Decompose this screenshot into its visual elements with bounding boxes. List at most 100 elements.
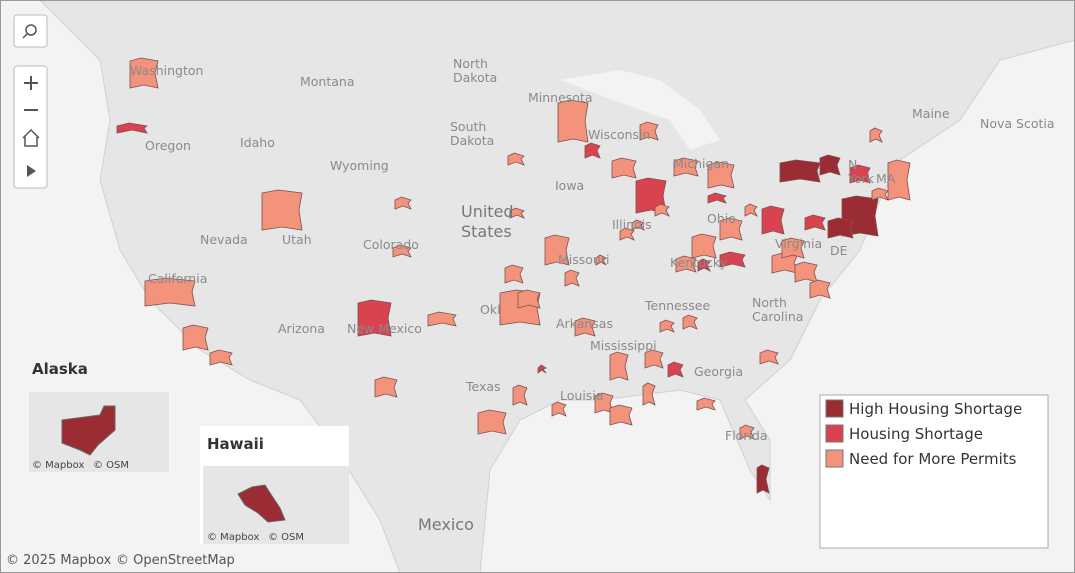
place-label: Idaho [240,135,275,150]
region-permits [869,127,883,143]
inset-title: Hawaii [207,435,264,453]
region-permits [504,264,524,284]
inset-attribution: © Mapbox [32,460,84,471]
region-permits [871,187,889,201]
region-permits [682,314,698,330]
place-label: Washington [130,63,203,78]
region-permits [696,397,716,411]
place-label: Mississippi [590,338,657,353]
place-label: Tennessee [644,298,710,313]
region-shortage [357,299,392,337]
region-permits [654,203,670,217]
inset-attribution: © OSM [268,532,304,543]
region-permits [642,382,656,406]
region-shortage [707,192,727,204]
attribution: © OpenStreetMap [116,553,235,568]
region-permits [691,233,717,259]
region-permits [759,349,779,365]
search-icon [22,33,28,39]
region-permits [564,269,580,287]
region-permits [392,244,412,258]
place-label: Louisia [560,388,603,403]
region-permits [675,255,697,273]
region-permits [707,161,735,189]
region-permits [517,289,541,309]
region-shortage [804,214,826,231]
region-high [819,154,841,176]
place-label: Colorado [363,237,419,252]
place-label: Kentucky [670,255,728,270]
hawaii-inset: Hawaii © Mapbox © OSM [200,426,349,544]
map-controls [13,14,48,189]
place-label: North [453,56,488,71]
search-button[interactable] [13,14,48,48]
region-high [779,159,821,183]
region-permits [631,219,646,231]
region-permits [477,409,507,435]
place-label: Carolina [752,309,803,324]
region-permits [544,234,570,266]
region-permits [794,261,818,283]
legend-label: High Housing Shortage [849,400,1022,418]
inset-attribution: © OSM [93,460,129,471]
inset-title: Alaska [32,360,88,378]
region-permits [619,227,635,241]
region-permits [507,152,525,166]
place-label: North [752,295,787,310]
alaska-inset: Alaska © Mapbox © OSM [27,360,171,474]
place-label: Montana [300,74,355,89]
place-label: Michigan [673,156,729,171]
region-permits [609,351,629,381]
inset-attribution: © Mapbox [207,532,259,543]
region-high [237,484,286,523]
place-label: Maine [912,106,950,121]
place-label: Georgia [694,364,743,379]
region-permits [129,57,159,89]
region-permits [611,157,637,179]
region-permits [209,349,233,366]
legend-label: Need for More Permits [849,450,1017,468]
region-permits [512,384,528,406]
country-label: Mexico [418,515,474,534]
region-permits [182,324,209,351]
region-shortage [584,142,601,159]
pan-icon [27,165,36,177]
country-label: United [461,202,514,221]
region-shortage [849,164,871,184]
place-label: Iowa [555,178,584,193]
search-icon [25,24,37,36]
region-high [61,405,116,456]
legend-swatch [825,449,844,468]
place-label: Dakota [453,70,497,85]
region-permits [557,99,589,143]
region-shortage [697,258,711,272]
place-label: Texas [465,379,501,394]
region-shortage [635,177,667,214]
region-shortage [761,205,785,235]
legend-swatch [825,399,844,418]
region-permits [394,196,412,210]
region-permits [809,279,831,299]
region-permits [144,277,196,307]
region-permits [261,189,303,231]
place-label: California [148,271,207,286]
legend-swatch [825,424,844,443]
region-shortage [719,251,746,268]
place-label: Minnesota [528,90,593,105]
region-permits [719,217,743,241]
place-label: Illinois [612,217,652,232]
place-label: Nova Scotia [980,116,1055,131]
legend: High Housing Shortage Housing Shortage Nee… [819,394,1049,549]
legend-label: Housing Shortage [849,425,983,443]
region-permits [639,121,659,141]
place-label: Nevada [200,232,248,247]
region-permits [739,424,755,440]
region-permits [374,376,398,398]
home-button[interactable] [14,124,47,154]
place-label: Okl [480,302,501,317]
region-permits [595,254,607,266]
place-label: York [847,171,875,186]
region-shortage [116,122,149,134]
region-permits [781,237,805,259]
